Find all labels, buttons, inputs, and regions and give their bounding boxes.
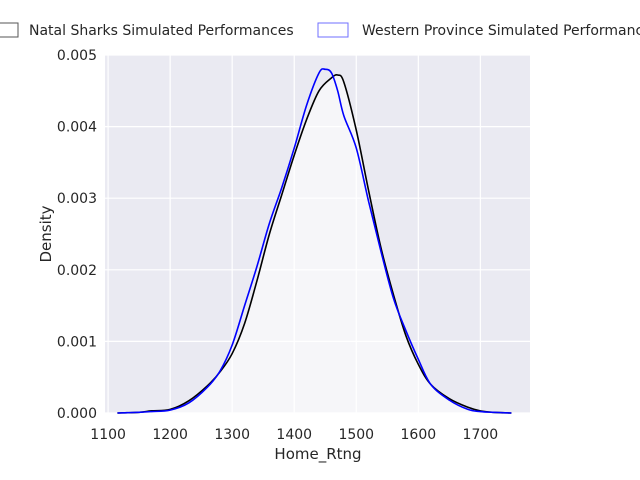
y-tick-label: 0.004 [57,120,97,136]
legend-label-natal-sharks: Natal Sharks Simulated Performances [29,23,294,39]
y-tick-label: 0.003 [57,191,97,207]
y-tick-label: 0.001 [57,334,97,350]
x-tick-label: 1600 [401,427,437,443]
x-tick-label: 1300 [214,427,250,443]
legend-swatch-western-province [317,22,349,38]
density-line-series-1 [117,68,512,414]
y-tick-label: 0.005 [57,48,97,64]
x-tick-label: 1400 [276,427,312,443]
density-fills [117,74,512,414]
x-tick-label: 1200 [152,427,188,443]
x-tick-label: 1700 [463,427,499,443]
x-axis-label: Home_Rtng [274,445,361,464]
x-tick-label: 1500 [338,427,374,443]
y-tick-label: 0.002 [57,263,97,279]
legend: Natal Sharks Simulated Performances West… [0,22,640,39]
y-tick-label: 0.000 [57,406,97,422]
density-area-series-0 [117,74,512,414]
y-tick-labels: 0.000 0.001 0.002 0.003 0.004 0.005 [57,48,97,422]
legend-swatch-natal-sharks [0,22,19,38]
y-axis-label: Density [37,205,55,262]
density-lines [117,68,512,414]
x-tick-label: 1100 [90,427,126,443]
x-tick-labels: 1100 1200 1300 1400 1500 1600 1700 [90,427,498,443]
legend-label-western-province: Western Province Simulated Performances [362,23,640,39]
